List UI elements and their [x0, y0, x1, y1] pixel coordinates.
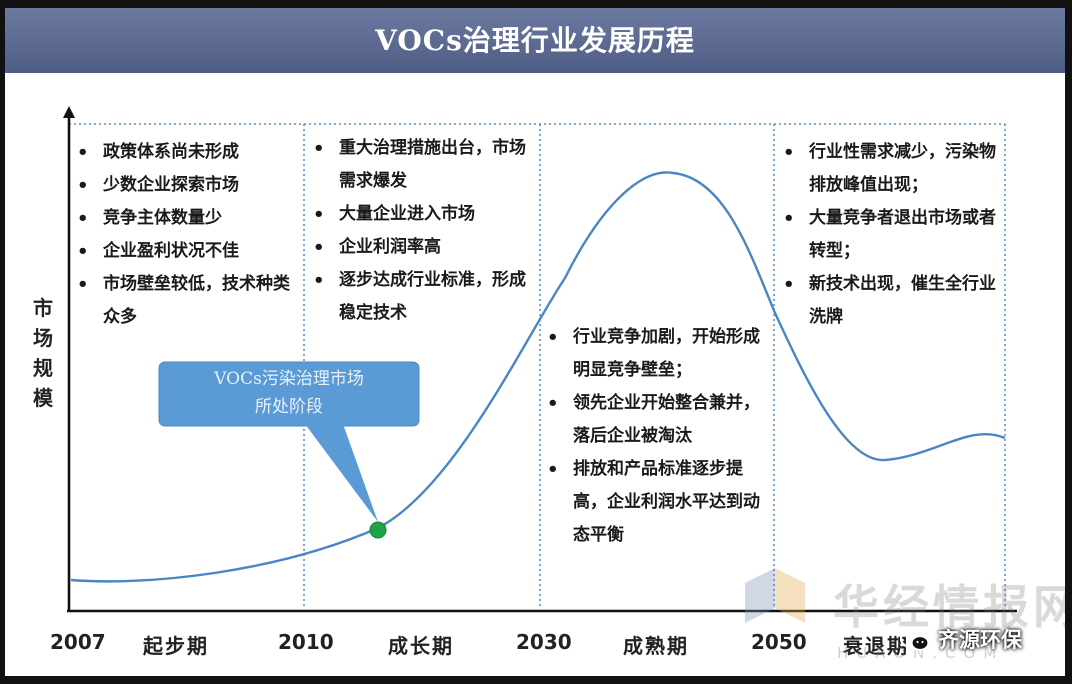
list-item: 行业竞争加剧，开始形成明显竞争壁垒； [545, 321, 770, 387]
list-item: 重大治理措施出台，市场需求爆发 [311, 132, 537, 198]
phase-label-maturity: 成熟期 [623, 634, 689, 658]
callout-bubble [158, 361, 420, 522]
list-item: 排放和产品标准逐步提高，企业利润水平达到动态平衡 [545, 453, 770, 552]
list-item: 新技术出现，催生全行业洗牌 [781, 268, 1003, 334]
phase-label-growth: 成长期 [388, 634, 454, 658]
phase-label-startup: 起步期 [143, 634, 209, 658]
list-item: 行业性需求减少，污染物排放峰值出现； [781, 136, 1003, 202]
wechat-account-name: 齐源环保 [938, 628, 1022, 652]
callout-line-2: 所处阶段 [255, 397, 323, 417]
stage-maturity-notes: 行业竞争加剧，开始形成明显竞争壁垒； 领先企业开始整合兼并，落后企业被淘汰 排放… [545, 321, 770, 552]
year-label-2030: 2030 [516, 630, 572, 654]
wechat-icon [899, 629, 930, 653]
watermark-sub: HUAON.COM [837, 644, 1005, 662]
list-item: 竞争主体数量少 [75, 202, 300, 235]
callout-line-1: VOCs污染治理市场 [214, 369, 364, 389]
year-label-2050: 2050 [751, 630, 807, 654]
list-item: 少数企业探索市场 [75, 169, 300, 202]
list-item: 市场壁垒较低，技术种类众多 [75, 268, 300, 334]
list-item: 逐步达成行业标准，形成稳定技术 [311, 264, 537, 330]
watermark-logo [745, 568, 805, 623]
stage-decline-notes: 行业性需求减少，污染物排放峰值出现； 大量竞争者退出市场或者转型； 新技术出现，… [781, 136, 1003, 334]
diagram-frame: VOCs治理行业发展历程 市场规模 [5, 8, 1065, 676]
list-item: 企业盈利状况不佳 [75, 235, 300, 268]
list-item: 政策体系尚未形成 [75, 136, 300, 169]
callout-text: VOCs污染治理市场 所处阶段 [163, 365, 415, 421]
year-label-2007: 2007 [50, 630, 106, 654]
y-axis-arrow [63, 106, 75, 118]
lifecycle-chart [63, 106, 1017, 623]
year-label-2010: 2010 [278, 630, 334, 654]
list-item: 领先企业开始整合兼并，落后企业被淘汰 [545, 387, 770, 453]
watermark: 华经情报网 [833, 580, 1065, 634]
list-item: 企业利润率高 [311, 231, 537, 264]
stage-startup-notes: 政策体系尚未形成 少数企业探索市场 竞争主体数量少 企业盈利状况不佳 市场壁垒较… [75, 136, 300, 334]
list-item: 大量企业进入市场 [311, 198, 537, 231]
diagram-title: VOCs治理行业发展历程 [5, 8, 1065, 73]
phase-label-decline: 衰退期 [843, 634, 909, 658]
current-stage-marker [369, 521, 387, 539]
y-axis-label: 市场规模 [33, 296, 53, 410]
lifecycle-curve [70, 171, 1006, 583]
wechat-account-badge: 齐源环保 [899, 624, 1022, 654]
axes [63, 106, 1017, 613]
stage-growth-notes: 重大治理措施出台，市场需求爆发 大量企业进入市场 企业利润率高 逐步达成行业标准… [311, 132, 537, 330]
list-item: 大量竞争者退出市场或者转型； [781, 202, 1003, 268]
